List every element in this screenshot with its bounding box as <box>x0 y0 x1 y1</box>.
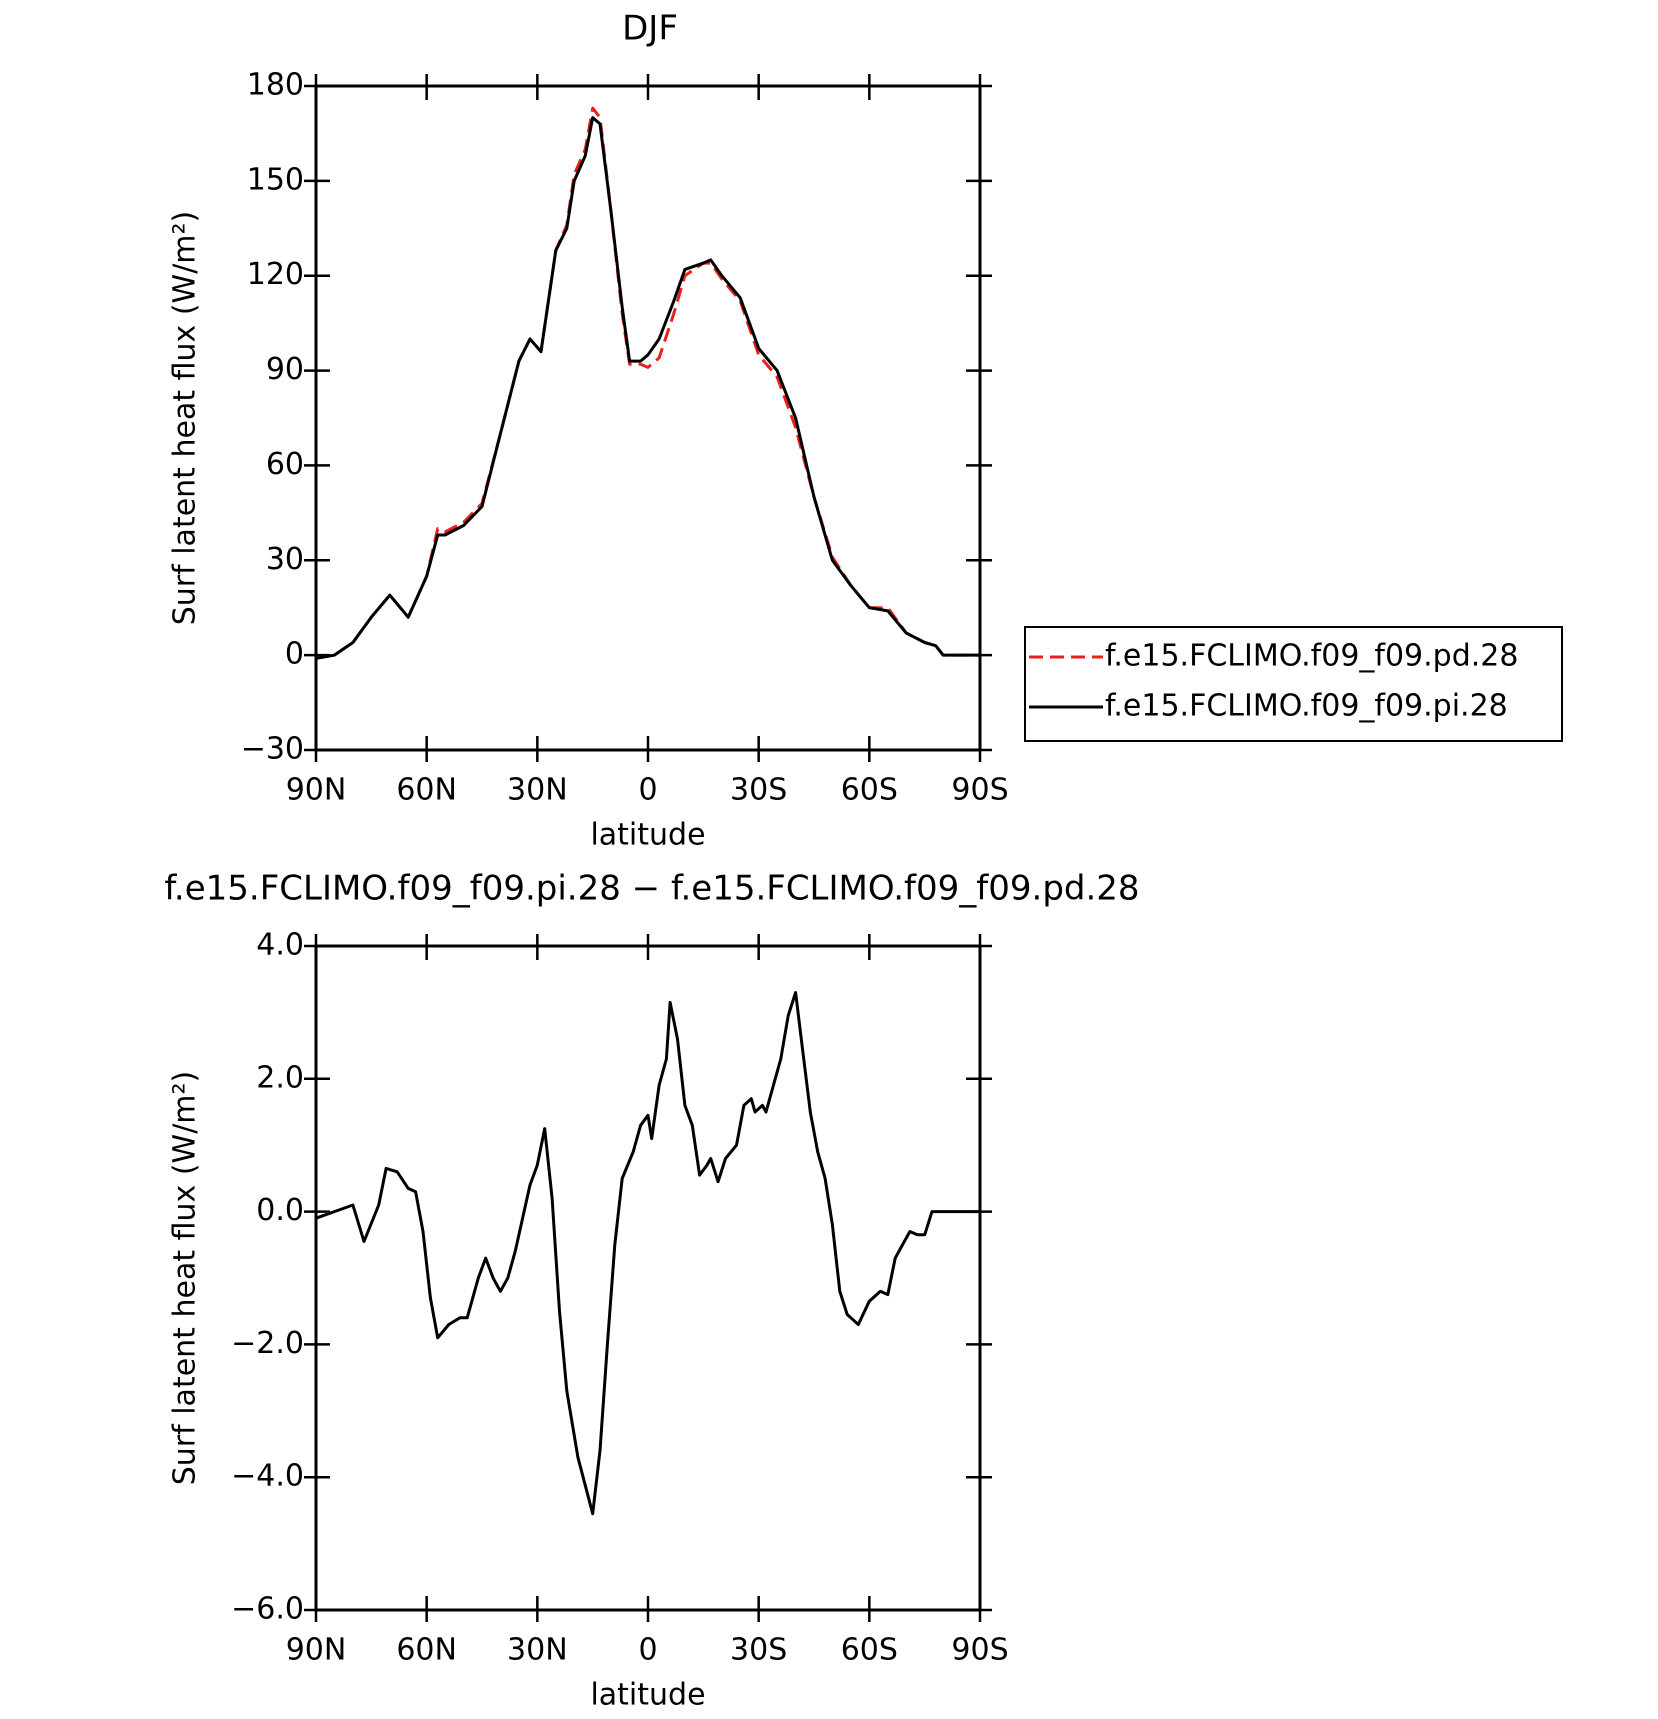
x-tick-label: 0 <box>638 773 657 808</box>
x-tick-label: 30N <box>507 773 568 808</box>
data-line <box>315 116 980 660</box>
chart-panel: f.e15.FCLIMO.f09_f09.pi.28 − f.e15.FCLIM… <box>164 869 1139 1713</box>
plot-frame <box>314 944 982 1612</box>
y-tick-label: 4.0 <box>256 928 304 963</box>
y-tick-label: −6.0 <box>231 1592 304 1627</box>
chart-title: f.e15.FCLIMO.f09_f09.pi.28 − f.e15.FCLIM… <box>164 869 1139 909</box>
x-tick-label: 60N <box>396 773 457 808</box>
x-axis-label: latitude <box>590 818 705 853</box>
y-tick-label: 90 <box>266 352 304 387</box>
x-tick-label: 90N <box>286 1633 347 1668</box>
x-tick-label: 30S <box>730 1633 787 1668</box>
y-tick-label: −4.0 <box>231 1459 304 1494</box>
y-tick-label: 2.0 <box>256 1060 304 1095</box>
y-tick-label: 60 <box>266 447 304 482</box>
x-tick-label: 60N <box>396 1633 457 1668</box>
chart-panel: DJF −30 0 30 60 90 120 150 180 90N 60N 30N 0 30S 60S 90… <box>168 9 1563 853</box>
y-tick-label: −30 <box>241 732 304 767</box>
y-tick-label: 0.0 <box>256 1193 304 1228</box>
y-tick-label: 150 <box>247 162 304 197</box>
x-tick-label: 90S <box>951 1633 1008 1668</box>
y-tick-label: −2.0 <box>231 1326 304 1361</box>
y-axis-label: Surf latent heat flux (W/m²) <box>168 1071 203 1486</box>
data-line <box>315 106 980 660</box>
chart-title: DJF <box>622 9 678 49</box>
legend-label: f.e15.FCLIMO.f09_f09.pd.28 <box>1105 639 1518 674</box>
plot-frame <box>314 84 982 752</box>
x-tick-label: 0 <box>638 1633 657 1668</box>
x-tick-label: 30S <box>730 773 787 808</box>
x-tick-label: 90N <box>286 773 347 808</box>
x-axis-label: latitude <box>590 1678 705 1713</box>
y-tick-label: 30 <box>266 542 304 577</box>
x-tick-label: 60S <box>841 1633 898 1668</box>
y-tick-label: 120 <box>247 257 304 292</box>
legend-label: f.e15.FCLIMO.f09_f09.pi.28 <box>1105 689 1508 724</box>
x-tick-label: 90S <box>951 773 1008 808</box>
x-tick-label: 60S <box>841 773 898 808</box>
x-tick-label: 30N <box>507 1633 568 1668</box>
y-tick-label: 0 <box>285 637 304 672</box>
y-axis-label: Surf latent heat flux (W/m²) <box>168 211 203 626</box>
y-tick-label: 180 <box>247 68 304 103</box>
legend-box <box>1024 626 1563 742</box>
data-line <box>315 991 980 1516</box>
